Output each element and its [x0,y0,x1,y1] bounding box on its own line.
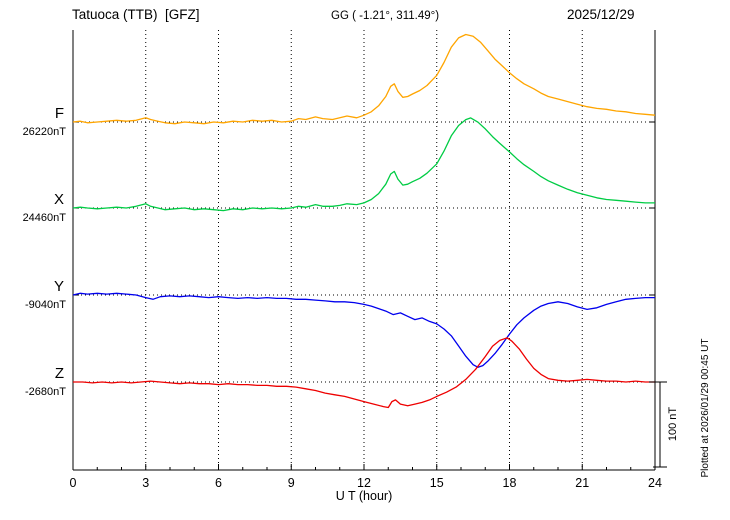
x-tick-label: 6 [215,476,222,490]
trace-baseline-Y: -9040nT [25,299,66,311]
trace-letter-X: X [54,191,64,208]
traces [72,33,656,409]
gridlines [73,30,655,470]
x-tick-label: 24 [648,476,662,490]
x-tick-label: 12 [357,476,371,490]
trace-F [72,33,656,125]
axes: 0 3 6 9 12 15 18 21 24 U T (hour) [70,30,662,503]
x-tick-label: 9 [288,476,295,490]
gg-coordinates: GG ( -1.21°, 311.49°) [331,10,440,22]
x-tick-label: 18 [503,476,517,490]
x-axis-title: U T (hour) [336,489,393,503]
x-tick-label: 15 [430,476,444,490]
scale-bar-label: 100 nT [667,407,679,442]
trace-baseline-X: 24460nT [23,212,67,224]
scale-bar: 100 nT [649,381,679,468]
plotted-at-note: Plotted at 2026/01/29 00:45 UT [700,339,711,478]
trace-labels: F 26220nT X 24460nT Y -9040nT Z -2680nT [23,105,67,398]
trace-Z [73,337,655,409]
trace-baseline-F: 26220nT [23,126,67,138]
trace-letter-F: F [55,105,64,122]
x-tick-label: 21 [575,476,589,490]
plot-date: 2025/12/29 [567,7,635,22]
x-tick-label: 3 [142,476,149,490]
trace-X [72,117,655,212]
trace-letter-Z: Z [55,365,64,382]
trace-Y [72,292,655,368]
trace-baseline-Z: -2680nT [25,386,66,398]
trace-letter-Y: Y [54,278,64,295]
station-title: Tatuoca (TTB) [GFZ] [72,7,200,22]
x-tick-label: 0 [70,476,77,490]
